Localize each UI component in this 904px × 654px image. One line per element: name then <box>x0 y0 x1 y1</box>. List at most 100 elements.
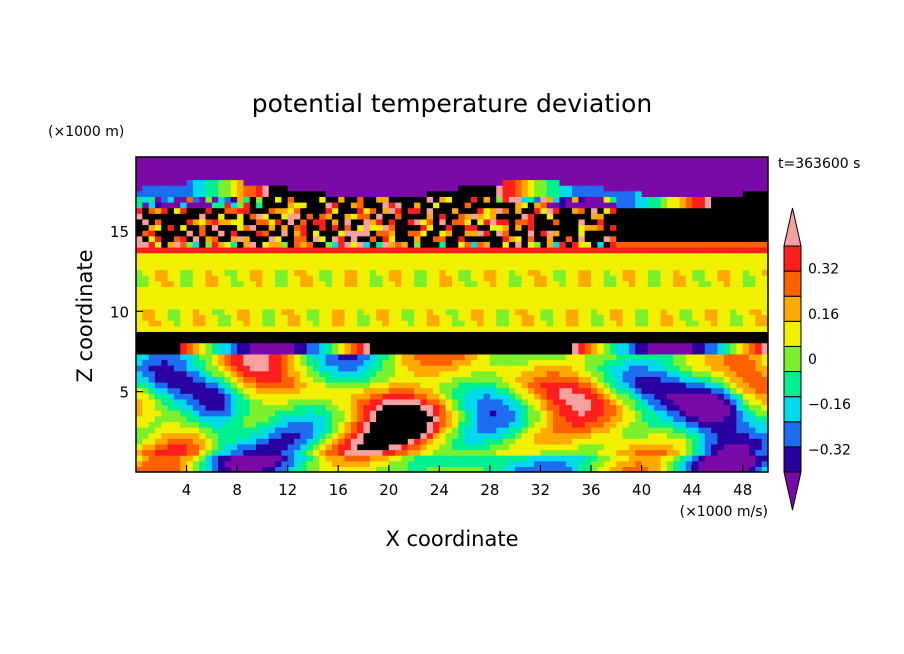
field-cell <box>230 269 238 276</box>
field-cell <box>167 382 175 389</box>
field-cell <box>647 382 655 389</box>
field-cell <box>534 275 542 282</box>
field-cell <box>154 168 162 175</box>
field-cell <box>433 162 440 169</box>
field-cell <box>502 331 510 338</box>
field-cell <box>597 443 605 451</box>
field-cell <box>508 421 516 428</box>
field-cell <box>679 314 687 321</box>
field-cell <box>211 382 219 389</box>
field-cell <box>230 252 238 259</box>
field-cell <box>420 331 428 338</box>
field-cell <box>142 370 150 377</box>
field-cell <box>401 353 409 361</box>
field-cell <box>477 342 485 349</box>
field-cell <box>136 230 143 237</box>
field-cell <box>186 337 194 344</box>
field-cell <box>357 286 365 293</box>
field-cell <box>597 213 605 220</box>
field-cell <box>679 398 687 406</box>
field-cell <box>426 173 434 181</box>
field-cell <box>173 449 181 456</box>
field-cell <box>540 303 548 310</box>
field-cell <box>199 286 207 293</box>
field-cell <box>148 162 156 169</box>
field-cell <box>243 460 251 467</box>
field-cell <box>464 410 472 417</box>
field-cell <box>635 370 643 377</box>
field-cell <box>470 207 478 214</box>
field-cell <box>654 241 662 248</box>
field-cell <box>395 393 403 400</box>
field-cell <box>262 185 270 192</box>
field-cell <box>433 443 440 451</box>
field-cell <box>439 443 447 451</box>
field-cell <box>666 314 674 321</box>
field-cell <box>300 337 308 344</box>
field-cell <box>641 427 649 434</box>
field-cell <box>136 308 143 316</box>
field-cell <box>407 404 415 411</box>
field-cell <box>287 455 295 462</box>
field-cell <box>224 438 232 445</box>
field-cell <box>597 179 605 186</box>
field-cell <box>331 275 339 282</box>
field-cell <box>319 235 327 242</box>
field-cell <box>553 230 561 237</box>
field-cell <box>685 207 693 214</box>
field-cell <box>597 455 605 462</box>
field-cell <box>527 230 535 237</box>
field-cell <box>173 224 181 231</box>
field-cell <box>294 432 301 439</box>
field-cell <box>483 427 491 434</box>
field-cell <box>496 224 504 231</box>
field-cell <box>312 275 320 282</box>
field-cell <box>161 263 169 271</box>
field-cell <box>641 258 649 265</box>
field-cell <box>142 247 150 254</box>
field-cell <box>508 308 516 316</box>
field-cell <box>489 252 497 259</box>
field-cell <box>294 263 301 271</box>
field-cell <box>192 365 200 372</box>
field-cell <box>369 162 377 169</box>
field-cell <box>647 173 655 181</box>
field-cell <box>192 455 200 462</box>
field-cell <box>464 286 472 293</box>
field-cell <box>268 337 276 344</box>
field-cell <box>325 398 333 406</box>
field-cell <box>635 275 643 282</box>
field-cell <box>319 275 327 282</box>
field-cell <box>603 168 611 175</box>
field-cell <box>136 325 143 332</box>
field-cell <box>685 190 693 197</box>
field-cell <box>388 179 396 186</box>
field-cell <box>559 269 567 276</box>
field-cell <box>458 393 466 400</box>
field-cell <box>344 269 352 276</box>
field-cell <box>477 376 485 383</box>
field-cell <box>439 370 447 377</box>
field-cell <box>458 353 466 361</box>
field-cell <box>224 359 232 366</box>
field-cell <box>325 196 333 203</box>
field-cell <box>679 297 687 304</box>
field-cell <box>338 224 346 231</box>
field-cell <box>635 365 643 372</box>
field-cell <box>496 466 504 472</box>
field-cell <box>237 460 245 467</box>
field-cell <box>496 359 504 366</box>
field-cell <box>477 308 485 316</box>
field-cell <box>192 376 200 383</box>
field-cell <box>148 157 156 164</box>
field-cell <box>578 427 586 434</box>
field-cell <box>249 404 257 411</box>
field-cell <box>433 331 440 338</box>
field-cell <box>237 196 245 203</box>
field-cell <box>470 331 478 338</box>
field-cell <box>262 382 270 389</box>
field-cell <box>685 286 693 293</box>
field-cell <box>142 393 150 400</box>
field-cell <box>205 382 213 389</box>
field-cell <box>401 314 409 321</box>
